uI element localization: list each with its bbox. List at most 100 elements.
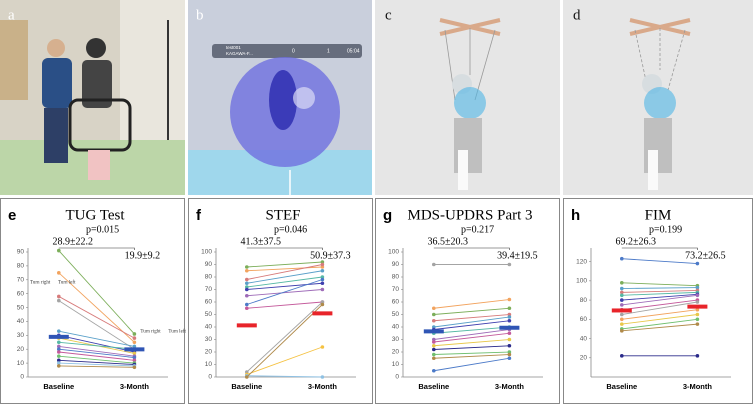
subject-dot: [320, 262, 325, 267]
subject-line: [58, 250, 135, 335]
y-tick-label: 90: [392, 261, 400, 268]
mean-bar: [48, 334, 69, 339]
subject-line: [433, 320, 510, 330]
y-tick-label: 60: [17, 290, 25, 297]
subject-dot: [432, 356, 436, 361]
subject-dot: [695, 317, 700, 322]
subject-dot: [132, 340, 137, 345]
subject-line: [621, 293, 698, 301]
subject-dot: [620, 280, 624, 285]
y-tick-label: 90: [205, 261, 213, 268]
y-tick-label: 90: [17, 249, 25, 256]
subject-dot: [695, 354, 700, 358]
y-tick-label: 0: [395, 374, 399, 381]
subject-line: [433, 357, 510, 372]
subject-dot: [432, 340, 436, 344]
subject-dot: [245, 370, 249, 374]
mean-label: 73.2±26.5: [685, 250, 726, 261]
subject-dot: [695, 312, 700, 317]
subject-line: [58, 341, 135, 350]
subject-dot: [432, 337, 436, 342]
subject-line: [621, 290, 698, 293]
x-tick-label: 3-Month: [495, 382, 525, 391]
subject-dot: [57, 358, 61, 363]
subject-line: [433, 314, 510, 322]
mean-label: 69.2±26.3: [616, 236, 657, 247]
subject-line: [433, 354, 510, 359]
y-tick-label: 100: [201, 249, 212, 256]
subject-line: [246, 346, 323, 375]
subject-line: [246, 270, 323, 284]
subject-dot: [507, 356, 512, 361]
subject-line: [246, 301, 323, 309]
subject-dot: [320, 265, 325, 269]
subject-dot: [620, 354, 624, 358]
subject-line: [246, 301, 323, 373]
annotation: Turn right: [140, 329, 161, 334]
x-tick-label: Baseline: [43, 382, 74, 391]
chart-title: FIM: [645, 207, 672, 223]
y-tick-label: 40: [580, 335, 588, 342]
subject-dot: [320, 287, 325, 292]
y-tick-label: 40: [392, 324, 400, 331]
panel-label: h: [571, 207, 580, 224]
subject-dot: [620, 322, 624, 326]
subject-dot: [432, 347, 436, 352]
subject-dot: [620, 317, 624, 322]
mean-bar: [236, 323, 257, 328]
subject-dot: [320, 260, 325, 264]
subject-dot: [57, 364, 61, 368]
subject-line: [58, 365, 135, 368]
subject-line: [246, 266, 323, 272]
bracket: [58, 247, 135, 250]
x-tick-label: Baseline: [418, 382, 449, 391]
render-panel: d: [563, 0, 753, 195]
subject-dot: [695, 293, 700, 298]
y-tick-label: 20: [392, 349, 400, 356]
hud-text: 0: [292, 48, 295, 54]
subject-dot: [57, 344, 61, 349]
subject-line: [621, 318, 698, 330]
subject-dot: [507, 318, 512, 323]
subject-dot: [620, 303, 624, 307]
subject-dot: [57, 361, 61, 365]
panel-frame: [0, 198, 185, 404]
mean-label: 41.3±37.5: [241, 236, 282, 247]
mean-bar: [611, 308, 632, 313]
subject-dot: [132, 358, 137, 363]
x-tick-label: 3-Month: [308, 382, 338, 391]
y-tick-label: 20: [205, 349, 213, 356]
subject-dot: [245, 265, 249, 269]
subject-dot: [132, 332, 137, 336]
hud-text: 1: [327, 48, 330, 54]
mean-label: 36.5±20.3: [428, 236, 469, 247]
mean-label: 39.4±19.5: [497, 250, 538, 261]
subject-line: [621, 294, 698, 306]
subject-dot: [620, 256, 624, 261]
subject-line: [58, 359, 135, 365]
chart-title: STEF: [265, 207, 300, 223]
photo-panel: a: [0, 0, 185, 195]
x-tick-label: 3-Month: [683, 382, 713, 391]
y-tick-label: 100: [576, 278, 587, 285]
subject-dot: [132, 351, 137, 356]
chart-title: MDS-UPDRS Part 3: [407, 207, 532, 223]
subject-line: [246, 261, 323, 268]
subject-dot: [507, 262, 512, 267]
subject-dot: [245, 281, 249, 286]
subject-dot: [432, 325, 436, 329]
subject-dot: [507, 331, 512, 336]
subject-line: [246, 279, 323, 305]
subject-line: [621, 323, 698, 332]
subject-dot: [245, 268, 249, 273]
panel-label: f: [196, 207, 202, 224]
subject-line: [58, 345, 135, 357]
subject-dot: [320, 375, 325, 379]
bracket: [246, 247, 323, 250]
subject-dot: [432, 312, 436, 317]
y-tick-label: 70: [392, 286, 400, 293]
y-tick-label: 80: [17, 263, 25, 270]
y-tick-label: 100: [388, 249, 399, 256]
subject-line: [58, 300, 135, 350]
